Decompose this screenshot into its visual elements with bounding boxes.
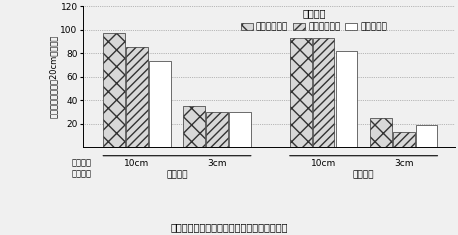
Bar xyxy=(290,38,311,147)
Bar xyxy=(313,38,334,147)
Text: 供試土壌: 供試土壌 xyxy=(71,170,91,179)
Text: 図１　シバの乾物重に及ぼす地下水位の影響: 図１ シバの乾物重に及ぼす地下水位の影響 xyxy=(170,223,288,233)
Bar xyxy=(183,106,205,147)
Text: 地下水位: 地下水位 xyxy=(71,159,91,168)
Legend: 山口：油谷町, 隠岐：西ノ島, 隠岐：島後: 山口：油谷町, 隠岐：西ノ島, 隠岐：島後 xyxy=(240,8,387,31)
Bar xyxy=(393,132,414,147)
Text: 黒ボク土: 黒ボク土 xyxy=(353,170,374,179)
Bar xyxy=(370,118,392,147)
Bar xyxy=(336,51,357,147)
Text: 赤黄色土: 赤黄色土 xyxy=(166,170,188,179)
Bar xyxy=(126,47,148,147)
Text: 3cm: 3cm xyxy=(207,159,227,168)
Bar xyxy=(416,125,437,147)
Bar xyxy=(103,33,125,147)
Text: 10cm: 10cm xyxy=(311,159,336,168)
Text: 10cm: 10cm xyxy=(124,159,150,168)
Bar xyxy=(229,112,251,147)
Bar xyxy=(206,112,228,147)
Y-axis label: 乾物重（地下水位20cmとの比）: 乾物重（地下水位20cmとの比） xyxy=(49,35,58,118)
Text: 3cm: 3cm xyxy=(394,159,414,168)
Bar xyxy=(149,62,171,147)
